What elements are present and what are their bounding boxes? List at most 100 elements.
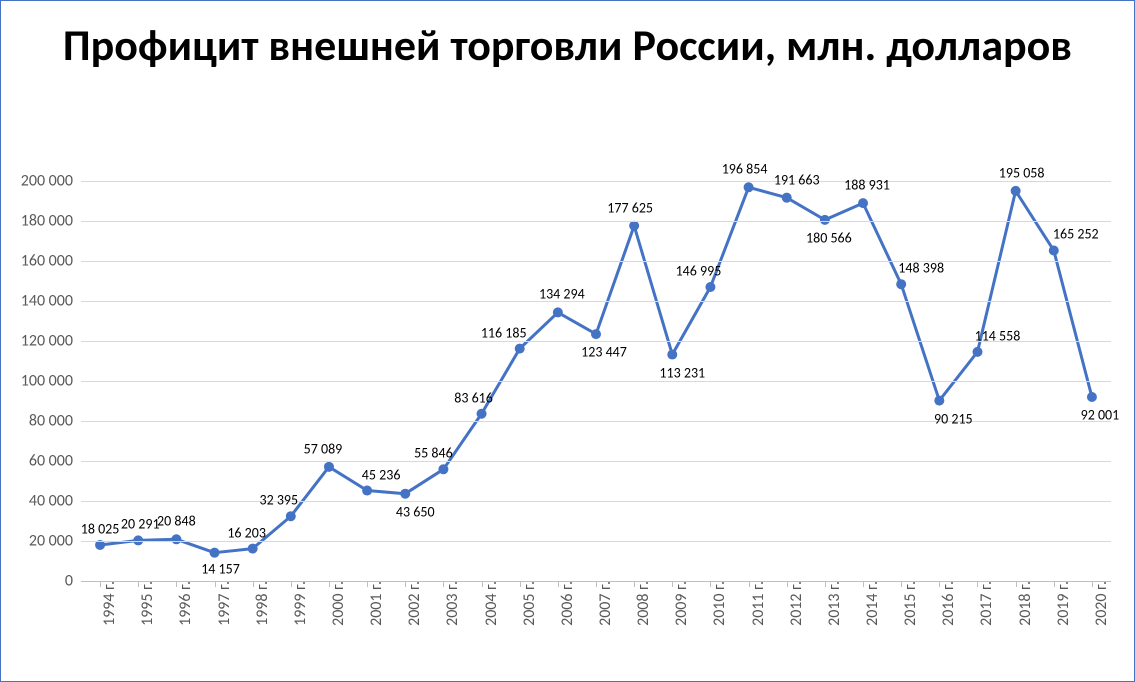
chart-frame: Профицит внешней торговли России, млн. д… [0, 0, 1135, 682]
x-tick-label: 1996 г. [170, 581, 195, 626]
x-tick-mark [901, 581, 902, 587]
x-tick-label: 1999 г. [285, 581, 310, 626]
x-tick-mark [482, 581, 483, 587]
plot-area: 020 00040 00060 00080 000100 000120 0001… [81, 181, 1111, 581]
series-marker [171, 534, 181, 544]
series-marker [324, 462, 334, 472]
data-label: 134 294 [539, 286, 585, 303]
series-marker [972, 347, 982, 357]
series-marker [286, 511, 296, 521]
data-label: 116 185 [481, 324, 527, 341]
x-tick-mark [520, 581, 521, 587]
y-tick-label: 180 000 [21, 212, 81, 231]
series-marker [210, 548, 220, 558]
x-tick-label: 2015 г. [895, 581, 920, 626]
data-label: 148 398 [898, 260, 944, 277]
series-marker [1011, 186, 1021, 196]
data-label: 20 848 [157, 513, 196, 530]
x-tick-label: 1998 г. [247, 581, 272, 626]
data-label: 32 395 [259, 492, 298, 509]
x-tick-label: 2010 г. [704, 581, 729, 626]
x-tick-label: 1994 г. [94, 581, 119, 626]
series-marker [477, 409, 487, 419]
series-marker [438, 464, 448, 474]
x-tick-label: 2012 г. [781, 581, 806, 626]
y-tick-label: 60 000 [29, 452, 81, 471]
series-marker [515, 344, 525, 354]
data-label: 18 025 [81, 520, 120, 537]
y-tick-label: 20 000 [29, 532, 81, 551]
x-tick-mark [596, 581, 597, 587]
data-label: 113 231 [659, 364, 705, 381]
data-label: 55 846 [414, 445, 453, 462]
series-marker [1087, 392, 1097, 402]
series-marker [1049, 245, 1059, 255]
data-label: 90 215 [934, 410, 973, 427]
x-tick-mark [825, 581, 826, 587]
data-label: 180 566 [806, 229, 852, 246]
x-tick-mark [558, 581, 559, 587]
x-tick-label: 2007 г. [590, 581, 615, 626]
series-marker [629, 221, 639, 231]
x-tick-label: 2009 г. [666, 581, 691, 626]
gridline [81, 381, 1111, 382]
data-label: 114 558 [975, 327, 1021, 344]
x-tick-mark [1092, 581, 1093, 587]
data-label: 188 931 [844, 177, 890, 194]
series-marker [591, 329, 601, 339]
x-tick-label: 2017 г. [971, 581, 996, 626]
gridline [81, 261, 1111, 262]
x-tick-mark [138, 581, 139, 587]
series-marker [934, 396, 944, 406]
series-marker [820, 215, 830, 225]
x-tick-mark [291, 581, 292, 587]
data-label: 123 447 [581, 344, 627, 361]
x-tick-label: 2006 г. [552, 581, 577, 626]
x-tick-mark [329, 581, 330, 587]
gridline [81, 301, 1111, 302]
x-tick-mark [1054, 581, 1055, 587]
y-tick-label: 80 000 [29, 412, 81, 431]
data-label: 177 625 [607, 199, 653, 216]
series-marker [858, 198, 868, 208]
x-tick-mark [253, 581, 254, 587]
y-tick-label: 140 000 [21, 292, 81, 311]
gridline [81, 341, 1111, 342]
y-tick-label: 160 000 [21, 252, 81, 271]
gridline [81, 461, 1111, 462]
x-tick-label: 2011 г. [743, 581, 768, 626]
x-tick-mark [634, 581, 635, 587]
data-label: 43 650 [396, 503, 435, 520]
gridline [81, 221, 1111, 222]
x-tick-label: 2001 г. [361, 581, 386, 626]
x-tick-mark [405, 581, 406, 587]
x-tick-label: 2000 г. [323, 581, 348, 626]
x-tick-label: 1997 г. [209, 581, 234, 626]
x-tick-mark [672, 581, 673, 587]
data-label: 191 663 [774, 171, 820, 188]
x-tick-label: 2013 г. [819, 581, 844, 626]
x-tick-label: 2004 г. [476, 581, 501, 626]
data-label: 83 616 [454, 389, 493, 406]
x-tick-mark [787, 581, 788, 587]
series-marker [667, 350, 677, 360]
gridline [81, 501, 1111, 502]
gridline [81, 181, 1111, 182]
data-label: 146 995 [676, 263, 722, 280]
x-tick-mark [100, 581, 101, 587]
x-tick-mark [176, 581, 177, 587]
gridline [81, 541, 1111, 542]
series-marker [744, 182, 754, 192]
x-tick-mark [443, 581, 444, 587]
x-tick-label: 2016 г. [933, 581, 958, 626]
x-tick-mark [367, 581, 368, 587]
x-tick-mark [749, 581, 750, 587]
x-tick-mark [863, 581, 864, 587]
series-marker [248, 544, 258, 554]
x-tick-label: 2002 г. [399, 581, 424, 626]
data-label: 195 058 [999, 164, 1045, 181]
series-marker [553, 307, 563, 317]
series-marker [896, 279, 906, 289]
x-tick-label: 2020 г. [1086, 581, 1111, 626]
x-tick-mark [1016, 581, 1017, 587]
